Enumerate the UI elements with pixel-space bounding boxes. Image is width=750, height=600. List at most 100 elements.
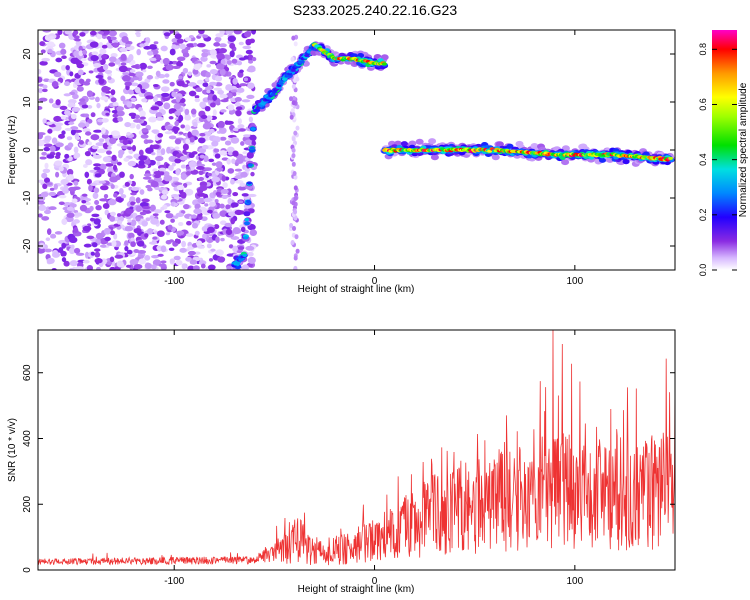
spectrogram-cell <box>94 199 100 206</box>
colorbar-tick-label: 0.6 <box>698 98 708 111</box>
spectrogram-cell <box>158 167 167 172</box>
spectrogram-cell <box>42 183 48 190</box>
spectrogram-cell <box>38 87 43 94</box>
spectrogram-cell <box>41 216 50 221</box>
spectrogram-cell <box>103 227 112 235</box>
spectrogram-cell <box>213 42 221 47</box>
spectrogram-cell <box>213 224 220 230</box>
spectrogram-cell <box>57 30 63 36</box>
spectrogram-cell <box>112 42 119 48</box>
spectrogram-cell <box>290 240 295 245</box>
spectrogram-cell <box>94 251 101 258</box>
spectrogram-cell <box>133 227 142 234</box>
spectrogram-cell <box>247 251 254 257</box>
spectrogram-cell <box>124 245 129 252</box>
spectrogram-cell <box>110 184 115 190</box>
spectrogram-cell <box>172 65 181 70</box>
spectrogram-cell <box>291 95 296 101</box>
spectrogram-cell <box>149 44 157 48</box>
spectrogram-y-tick-label: 20 <box>22 48 33 60</box>
spectrogram-cell <box>216 167 224 172</box>
spectrogram-y-tick-label: 10 <box>22 96 33 108</box>
spectrogram-cell <box>561 159 570 166</box>
spectrogram-cell <box>193 208 202 215</box>
spectrogram-cell <box>98 77 105 85</box>
spectrogram-cell <box>238 258 244 262</box>
spectrogram-cell <box>291 84 296 89</box>
spectrogram-cell <box>154 173 161 179</box>
spectrogram-cell <box>191 129 199 136</box>
spectrogram-cell <box>47 128 53 134</box>
spectrogram-cell <box>244 31 252 38</box>
spectrogram-cell <box>205 85 213 91</box>
spectrogram-cell <box>93 163 101 167</box>
spectrogram-cell <box>171 162 176 167</box>
spectrogram-cell <box>156 230 165 238</box>
spectrogram-cell <box>291 136 296 142</box>
spectrogram-cell <box>131 187 140 191</box>
spectrogram-cell <box>94 173 102 178</box>
spectrogram-cell <box>162 57 170 65</box>
spectrogram-cell <box>194 230 200 236</box>
spectrogram-cell <box>152 95 158 103</box>
spectrogram-cell <box>215 236 220 244</box>
spectrogram-cell <box>197 197 206 204</box>
spectrogram-cell <box>48 206 57 211</box>
spectrogram-cell <box>75 266 84 270</box>
spectrogram-cell <box>53 115 62 122</box>
spectrogram-cell <box>61 130 66 135</box>
spectrogram-cell <box>227 35 236 42</box>
spectrogram-cell <box>182 67 189 74</box>
spectrogram-cell <box>245 199 251 204</box>
spectrogram-cell <box>235 106 243 111</box>
snr-series-line <box>38 330 675 566</box>
spectrogram-cell <box>126 249 133 255</box>
spectrogram-cell <box>58 133 65 139</box>
spectrogram-cell <box>174 182 183 186</box>
spectrogram-cell <box>165 232 171 236</box>
spectrogram-cell <box>234 96 242 102</box>
snr-y-axis-label: SNR (10 * v/v) <box>7 418 18 482</box>
spectrogram-cell <box>117 116 124 122</box>
spectrogram-cell <box>175 212 184 217</box>
spectrogram-cell <box>202 122 212 130</box>
spectrogram-cell <box>224 120 234 125</box>
spectrogram-cell <box>161 194 167 200</box>
spectrogram-cell <box>229 42 236 49</box>
spectrogram-cell <box>185 233 194 237</box>
spectrogram-cell <box>186 43 196 48</box>
spectrogram-cell <box>151 129 159 134</box>
spectrogram-cell <box>208 81 217 86</box>
spectrogram-cell <box>95 232 104 240</box>
spectrogram-x-ticks: -100 0 100 <box>164 30 584 287</box>
spectrogram-cell <box>209 60 217 65</box>
spectrogram-cell <box>293 255 298 261</box>
spectrogram-cell <box>79 204 88 212</box>
spectrogram-cell <box>228 211 237 217</box>
spectrogram-cell <box>58 247 64 254</box>
spectrogram-cell <box>236 87 245 93</box>
spectrogram-cell <box>245 49 253 55</box>
colorbar: 0.0 0.2 0.4 0.6 0.8 Normalized spectral ampl… <box>698 30 749 276</box>
spectrogram-cell <box>84 150 91 157</box>
spectrogram-cell <box>60 179 69 185</box>
spectrogram-cell <box>55 142 64 148</box>
spectrogram-cell <box>60 64 67 71</box>
spectrogram-cell <box>120 95 126 102</box>
spectrogram-cell <box>174 120 180 127</box>
spectrogram-cell <box>234 168 243 172</box>
spectrogram-cell <box>42 118 47 124</box>
spectrogram-cell <box>136 240 145 247</box>
spectrogram-cell <box>239 69 244 74</box>
spectrogram-cell <box>60 115 66 120</box>
spectrogram-cell <box>207 172 212 177</box>
spectrogram-cell <box>75 40 82 46</box>
spectrogram-cell <box>136 33 141 38</box>
spectrogram-cell <box>151 152 156 156</box>
spectrogram-cell <box>43 209 52 215</box>
spectrogram-cell <box>196 245 206 249</box>
spectrogram-cell <box>156 161 161 166</box>
spectrogram-cell <box>66 168 74 176</box>
spectrogram-cell <box>242 253 248 257</box>
spectrogram-cell <box>199 154 206 159</box>
